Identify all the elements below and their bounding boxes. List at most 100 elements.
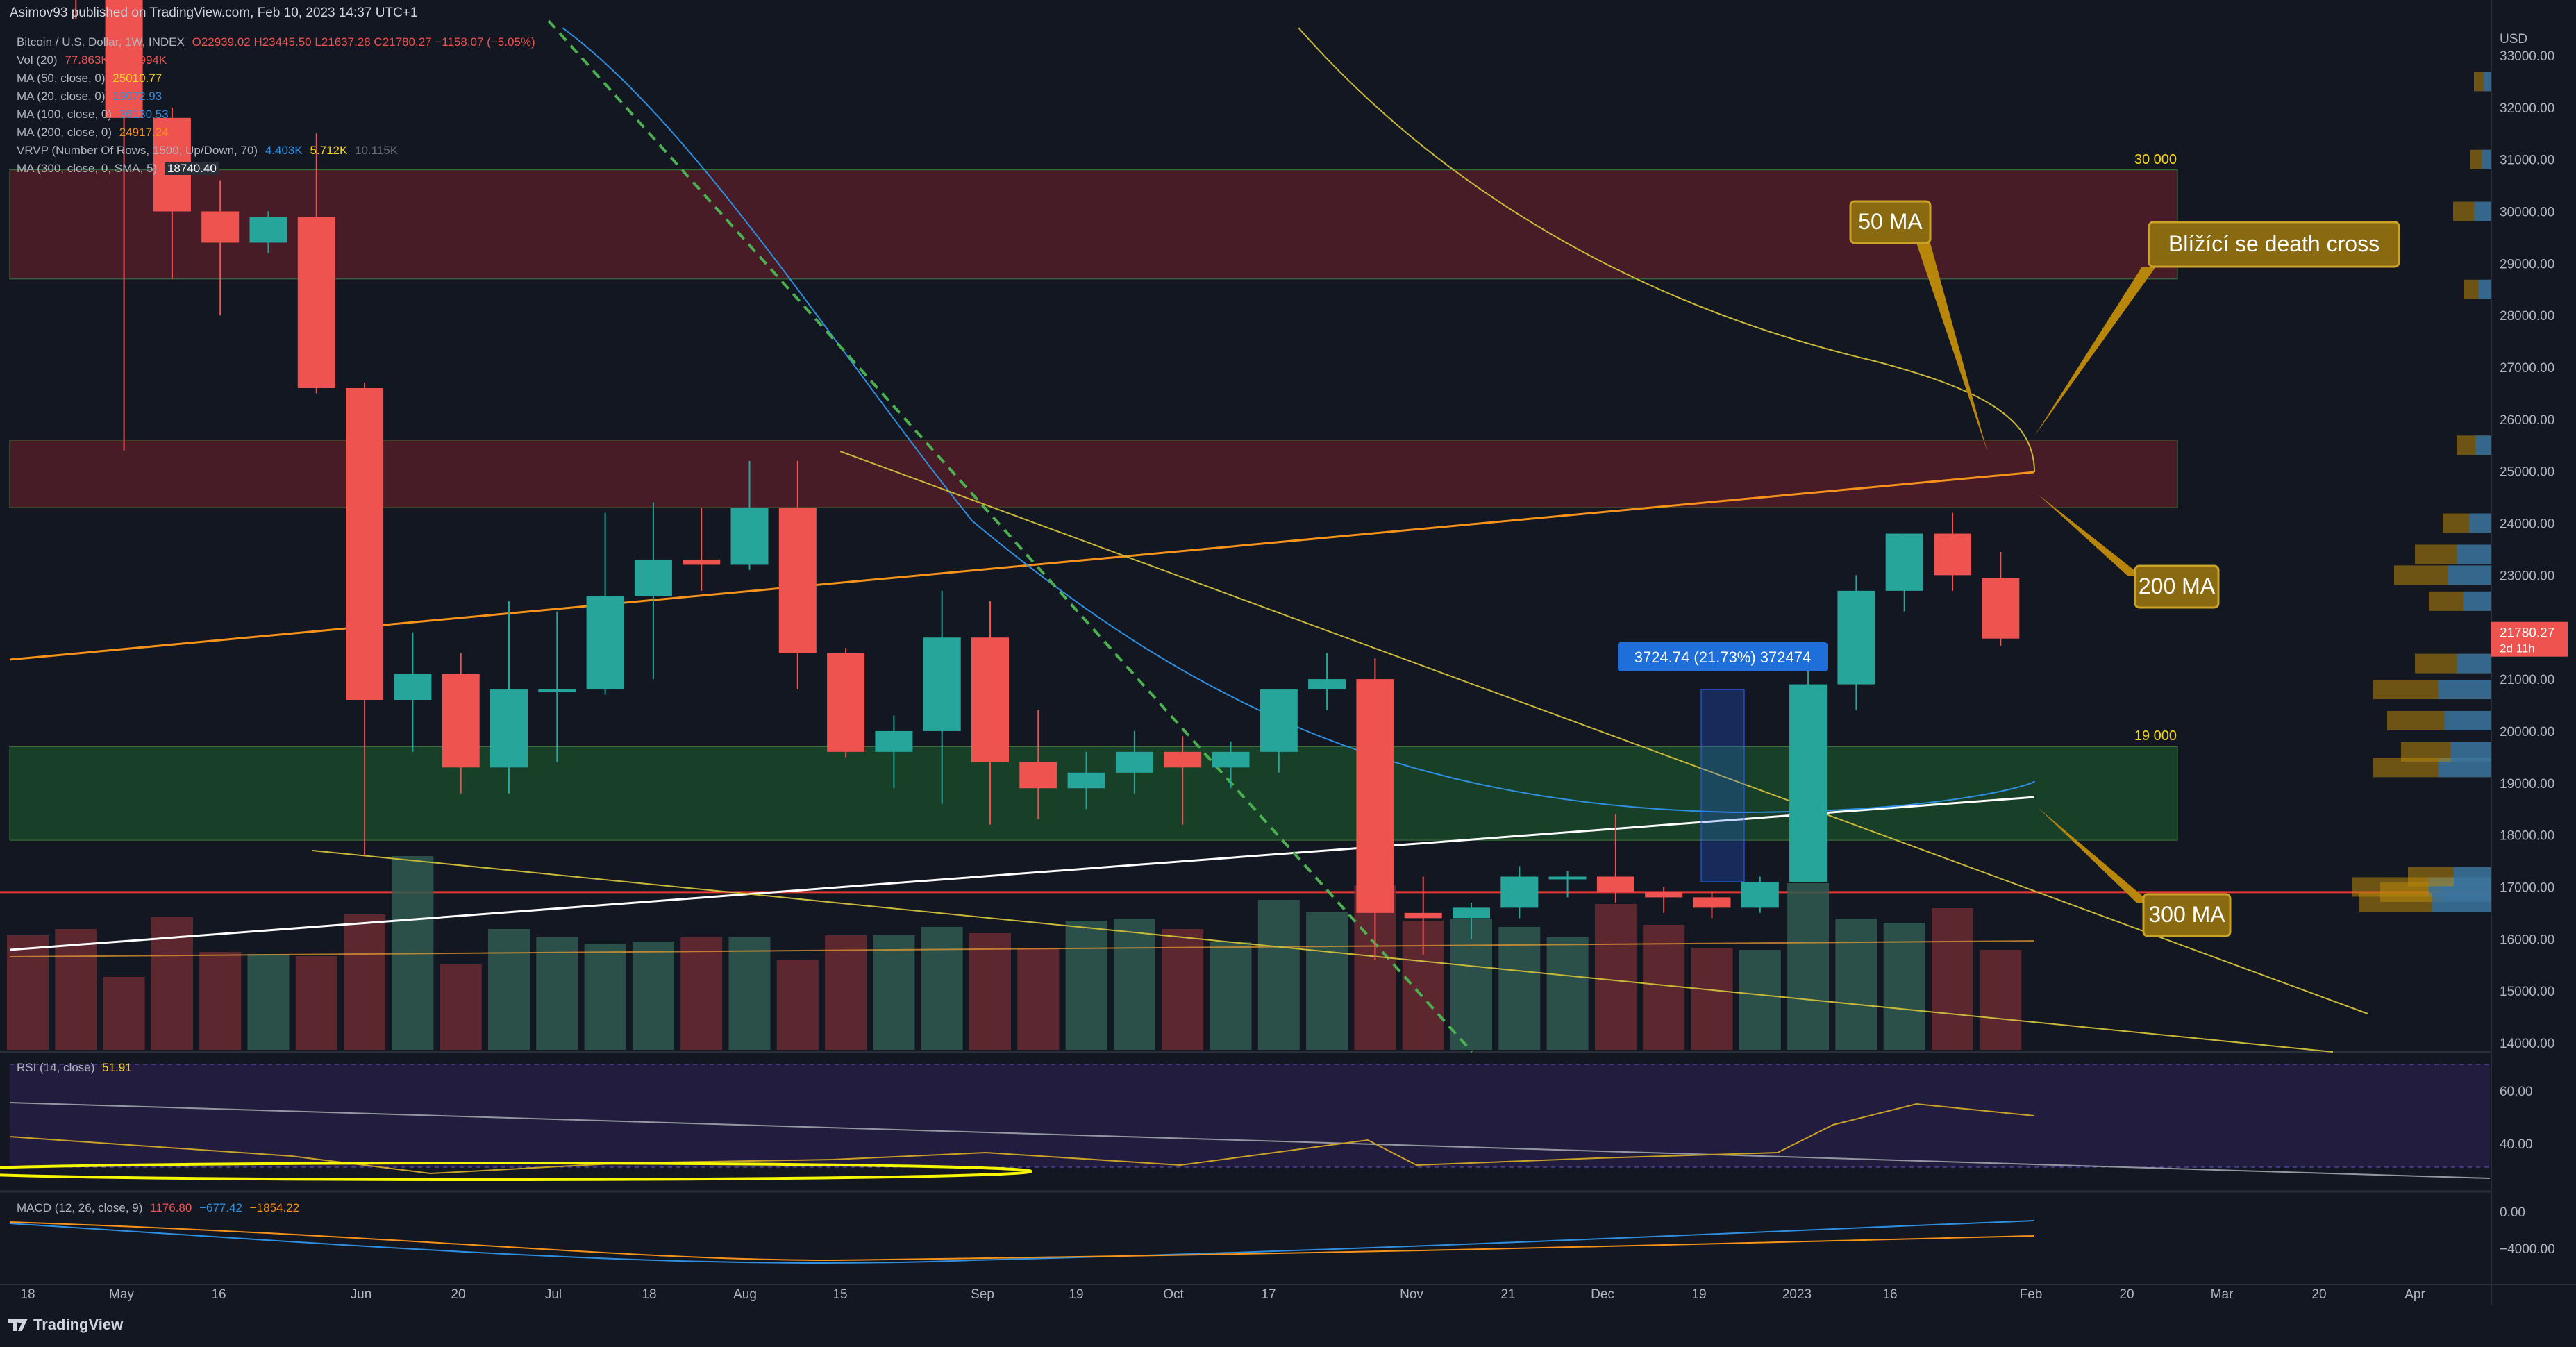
macd-signal-line xyxy=(9,1221,2035,1262)
candle-body xyxy=(1019,762,1057,789)
price-tick: 32000.00 xyxy=(2500,101,2554,116)
candle-body xyxy=(1164,751,1202,768)
ma200-callout-text: 200 MA xyxy=(2139,574,2216,599)
candle-body xyxy=(490,689,528,768)
time-tick: 16 xyxy=(1882,1287,1897,1302)
price-tick: 21000.00 xyxy=(2500,673,2554,687)
volume-bar xyxy=(7,935,49,1050)
ma300-line xyxy=(9,796,2035,951)
volume-bar xyxy=(1643,925,1685,1050)
candle-body xyxy=(1067,772,1105,789)
ma50-value: 25010.77 xyxy=(112,72,162,85)
volume-profile-bar xyxy=(2438,680,2491,700)
measure-box xyxy=(1700,689,1745,882)
candle-body xyxy=(1115,751,1153,773)
volume-bar xyxy=(776,960,819,1050)
symbol-name[interactable]: Bitcoin / U.S. Dollar, 1W, INDEX xyxy=(17,35,185,49)
candle-body xyxy=(1789,684,1828,882)
zone-top-label: 30 000 xyxy=(2134,152,2177,167)
rsi-label: RSI (14, close) xyxy=(17,1061,95,1074)
rsi-trendline xyxy=(9,1102,2491,1179)
candle-body xyxy=(442,674,480,768)
rsi-highlight-ellipse xyxy=(0,1162,1032,1181)
candle-body xyxy=(1982,578,2020,639)
vrvp-value-1: 4.403K xyxy=(265,144,303,157)
ma300-callout-text: 300 MA xyxy=(2148,902,2225,927)
price-tick: 28000.00 xyxy=(2500,309,2554,324)
candle-body xyxy=(249,217,287,243)
time-tick: 18 xyxy=(20,1287,35,1302)
volume-bar xyxy=(488,929,530,1050)
volume-bar xyxy=(1162,929,1204,1050)
volume-bar xyxy=(680,937,723,1050)
volume-bar xyxy=(584,944,626,1050)
time-tick: Oct xyxy=(1163,1287,1184,1302)
legend-vol-row[interactable]: Vol (20) 77.863K 232.994K xyxy=(17,51,535,69)
candle-body xyxy=(1548,876,1587,880)
rsi-legend[interactable]: RSI (14, close) 51.91 xyxy=(17,1061,132,1075)
rsi-tick: 40.00 xyxy=(2500,1137,2533,1152)
volume-profile-bar xyxy=(2475,435,2491,455)
main-legend: Bitcoin / U.S. Dollar, 1W, INDEX O22939.… xyxy=(17,33,535,178)
legend-vrvp-row[interactable]: VRVP (Number Of Rows, 1500, Up/Down, 70)… xyxy=(17,142,535,160)
measure-label-bg xyxy=(1618,642,1828,671)
time-tick: 20 xyxy=(2119,1287,2134,1302)
time-tick: 2023 xyxy=(1782,1287,1812,1302)
time-tick: Apr xyxy=(2404,1287,2425,1302)
legend-ma100-row[interactable]: MA (100, close, 0) 36130.53 xyxy=(17,106,535,124)
price-tick: 20000.00 xyxy=(2500,725,2554,739)
volume-bar xyxy=(1546,937,1589,1050)
time-tick: Jul xyxy=(545,1287,562,1302)
support-zone xyxy=(9,746,2178,841)
price-tick: 31000.00 xyxy=(2500,153,2554,168)
candle-body xyxy=(1741,881,1779,908)
publish-info: Asimov93 published on TradingView.com, F… xyxy=(10,6,418,20)
candle-body xyxy=(730,508,769,565)
ma300-label: MA (300, close, 0, SMA, 5) xyxy=(17,162,158,175)
volume-profile-bar xyxy=(2474,201,2491,221)
ma50-callout-box xyxy=(1849,200,1932,244)
macd-legend[interactable]: MACD (12, 26, close, 9) 1176.80 −677.42 … xyxy=(17,1201,299,1215)
legend-ma20-row[interactable]: MA (20, close, 0) 19072.93 xyxy=(17,87,535,106)
candle-body xyxy=(394,674,432,701)
time-tick: 18 xyxy=(642,1287,656,1302)
macd-value-2: −677.42 xyxy=(199,1201,243,1214)
price-tick: 30000.00 xyxy=(2500,206,2554,220)
ma300-value: 18740.40 xyxy=(164,162,219,175)
volume-bar xyxy=(1498,927,1541,1050)
price-tick: 15000.00 xyxy=(2500,985,2554,999)
candle-body xyxy=(634,559,672,596)
tradingview-brand: TradingView xyxy=(33,1316,124,1333)
ma50-callout-pointer xyxy=(1916,243,1987,451)
volume-profile-bar xyxy=(2479,279,2491,299)
price-axis-bg xyxy=(2491,0,2576,1344)
volume-bar xyxy=(1594,904,1637,1050)
volume-bar xyxy=(1210,942,1252,1050)
legend-ma300-row[interactable]: MA (300, close, 0, SMA, 5) 18740.40 xyxy=(17,160,535,178)
ma20-value: 19072.93 xyxy=(112,90,162,103)
volume-profile-bar xyxy=(2457,544,2491,564)
ma100-value: 36130.53 xyxy=(119,108,169,121)
legend-ma200-row[interactable]: MA (200, close, 0) 24917.24 xyxy=(17,124,535,142)
volume-bar xyxy=(1739,950,1781,1050)
volume-bar xyxy=(295,956,337,1050)
volume-bar xyxy=(199,952,242,1050)
volume-bar xyxy=(103,977,145,1050)
candle-body xyxy=(1885,533,1923,591)
candle-body xyxy=(1693,897,1731,908)
macd-line xyxy=(9,1220,2035,1264)
tradingview-logo[interactable]: TradingView xyxy=(8,1316,123,1334)
volume-bar xyxy=(1835,919,1877,1050)
legend-ma50-row[interactable]: MA (50, close, 0) 25010.77 xyxy=(17,69,535,87)
volume-bar xyxy=(1450,919,1492,1050)
rsi-value: 51.91 xyxy=(102,1061,132,1074)
time-tick: 15 xyxy=(833,1287,847,1302)
candle-body xyxy=(1212,751,1250,768)
volume-profile-bar xyxy=(2463,591,2491,611)
rsi-tick: 60.00 xyxy=(2500,1085,2533,1099)
ma300-callout-pointer xyxy=(2038,808,2150,903)
price-tick: 18000.00 xyxy=(2500,829,2554,844)
time-tick: Feb xyxy=(2020,1287,2043,1302)
